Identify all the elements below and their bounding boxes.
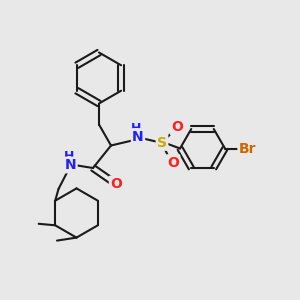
Text: H: H xyxy=(131,122,142,135)
Text: O: O xyxy=(167,156,179,170)
Text: Br: Br xyxy=(239,142,256,155)
Text: N: N xyxy=(132,130,144,143)
Text: S: S xyxy=(157,136,167,149)
Text: H: H xyxy=(64,150,74,163)
Text: O: O xyxy=(171,120,183,134)
Text: N: N xyxy=(65,158,76,172)
Text: O: O xyxy=(110,177,122,191)
